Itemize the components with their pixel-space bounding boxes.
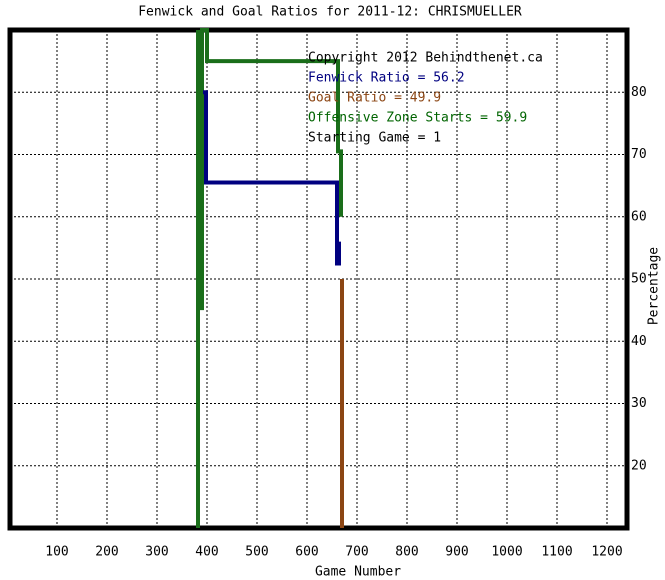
legend-annotation: Fenwick Ratio = 56.2 — [308, 71, 465, 86]
x-tick-label: 200 — [95, 545, 118, 560]
y-tick-label: 60 — [631, 209, 647, 224]
y-tick-label: 70 — [631, 147, 647, 162]
y-tick-label: 80 — [631, 85, 647, 100]
legend-annotation: Goal Ratio = 49.9 — [308, 91, 441, 106]
x-tick-label: 500 — [245, 545, 268, 560]
x-tick-label: 1100 — [541, 545, 572, 560]
legend-annotation: Copyright 2012 Behindthenet.ca — [308, 51, 543, 66]
chart-title: Fenwick and Goal Ratios for 2011-12: CHR… — [138, 5, 522, 20]
x-tick-label: 900 — [445, 545, 468, 560]
y-tick-label: 40 — [631, 334, 647, 349]
x-tick-label: 100 — [45, 545, 68, 560]
legend-annotation: Offensive Zone Starts = 59.9 — [308, 111, 527, 126]
x-tick-label: 600 — [295, 545, 318, 560]
legend-annotation: Starting Game = 1 — [308, 131, 441, 146]
series-line — [203, 90, 341, 266]
x-tick-label: 800 — [395, 545, 418, 560]
y-tick-label: 50 — [631, 272, 647, 287]
x-axis-label: Game Number — [315, 565, 401, 580]
x-tick-label: 300 — [145, 545, 168, 560]
x-tick-label: 1200 — [591, 545, 622, 560]
x-tick-label: 1000 — [491, 545, 522, 560]
y-tick-label: 30 — [631, 396, 647, 411]
y-axis-label: Percentage — [647, 247, 662, 325]
plot-frame — [7, 27, 630, 531]
x-tick-label: 400 — [195, 545, 218, 560]
series-line — [196, 28, 343, 528]
x-tick-label: 700 — [345, 545, 368, 560]
y-tick-label: 20 — [631, 458, 647, 473]
